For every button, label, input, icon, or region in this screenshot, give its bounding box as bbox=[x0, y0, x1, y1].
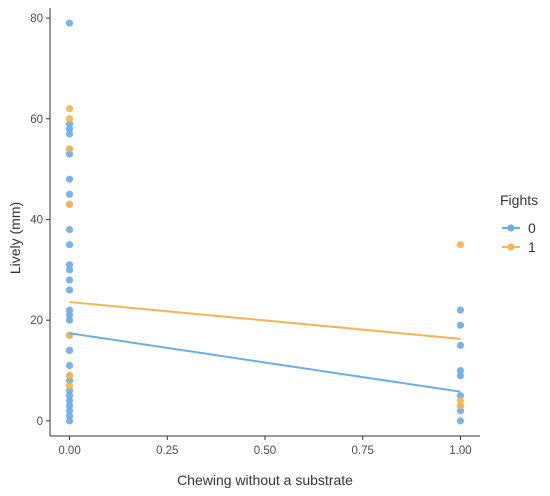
axes: 0 20 40 60 80 0.00 0.25 0.50 0.75 1.00 bbox=[30, 8, 480, 457]
data-point-series-0-33 bbox=[456, 366, 465, 375]
data-point-series-0-1 bbox=[65, 120, 74, 128]
data-point-series-0-27 bbox=[65, 407, 74, 415]
data-point-series-0-0 bbox=[65, 19, 74, 27]
data-point-series-0-13 bbox=[65, 276, 74, 284]
data-point-series-0-38 bbox=[456, 417, 465, 425]
data-point-series-0-31 bbox=[456, 321, 465, 329]
data-point-series-0-5 bbox=[65, 150, 74, 158]
data-point-series-0-7 bbox=[65, 190, 74, 198]
data-point-series-0-37 bbox=[456, 407, 465, 415]
plot-area bbox=[65, 19, 465, 425]
data-point-series-1-0 bbox=[65, 105, 74, 113]
data-point-series-0-32 bbox=[456, 341, 465, 349]
data-point-series-0-24 bbox=[65, 392, 74, 400]
data-point-series-1-9 bbox=[456, 402, 465, 410]
legend: Fights 0 1 bbox=[500, 192, 538, 255]
data-point-series-0-17 bbox=[65, 316, 74, 324]
data-point-series-0-6 bbox=[65, 175, 74, 183]
x-tick-label-3: 0.75 bbox=[352, 445, 374, 457]
data-point-series-1-2 bbox=[65, 145, 74, 153]
data-point-series-0-34 bbox=[456, 371, 465, 380]
data-point-series-1-7 bbox=[456, 241, 465, 249]
data-point-series-0-2 bbox=[65, 125, 74, 133]
data-point-series-0-35 bbox=[456, 392, 465, 400]
data-point-series-0-20 bbox=[65, 361, 74, 370]
data-point-series-1-3 bbox=[65, 200, 74, 208]
data-point-series-1-1 bbox=[65, 115, 74, 123]
data-point-series-0-26 bbox=[65, 402, 74, 410]
fit-line-series-0 bbox=[69, 332, 461, 393]
data-point-series-0-3 bbox=[65, 130, 74, 138]
data-point-series-0-19 bbox=[65, 346, 74, 354]
data-point-series-0-9 bbox=[65, 225, 74, 234]
data-point-series-0-14 bbox=[65, 286, 74, 294]
x-tick-label-1: 0.25 bbox=[156, 445, 178, 457]
data-point-series-0-16 bbox=[65, 311, 74, 319]
data-point-series-0-23 bbox=[65, 387, 74, 395]
data-point-series-0-10 bbox=[65, 241, 74, 249]
x-tick-label-2: 0.50 bbox=[254, 445, 276, 457]
data-point-series-0-30 bbox=[456, 306, 465, 314]
data-point-series-0-12 bbox=[65, 266, 74, 274]
data-point-series-1-8 bbox=[456, 397, 465, 405]
y-tick-label-4: 80 bbox=[30, 13, 43, 25]
data-point-series-0-29 bbox=[65, 417, 74, 425]
legend-label-0: 0 bbox=[528, 220, 536, 236]
legend-key-point-1 bbox=[507, 243, 515, 251]
data-point-series-1-5 bbox=[65, 371, 74, 380]
data-point-series-0-11 bbox=[65, 261, 74, 269]
fit-line-series-1 bbox=[69, 301, 461, 340]
data-point-series-0-15 bbox=[65, 306, 74, 314]
x-axis-title: Chewing without a substrate bbox=[177, 472, 353, 488]
data-point-series-0-22 bbox=[65, 377, 74, 385]
data-point-series-0-25 bbox=[65, 397, 74, 405]
legend-key-point-0 bbox=[507, 224, 515, 232]
legend-title: Fights bbox=[500, 192, 538, 208]
legend-label-1: 1 bbox=[528, 239, 536, 255]
x-tick-label-4: 1.00 bbox=[449, 445, 471, 457]
x-tick-label-0: 0.00 bbox=[58, 445, 80, 457]
y-tick-label-0: 0 bbox=[37, 416, 43, 428]
y-tick-label-3: 60 bbox=[30, 114, 43, 126]
y-tick-label-1: 20 bbox=[30, 315, 43, 327]
data-point-series-0-28 bbox=[65, 412, 74, 420]
y-axis-title: Lively (mm) bbox=[7, 202, 23, 274]
y-tick-label-2: 40 bbox=[30, 214, 43, 226]
data-point-series-1-6 bbox=[65, 382, 74, 390]
